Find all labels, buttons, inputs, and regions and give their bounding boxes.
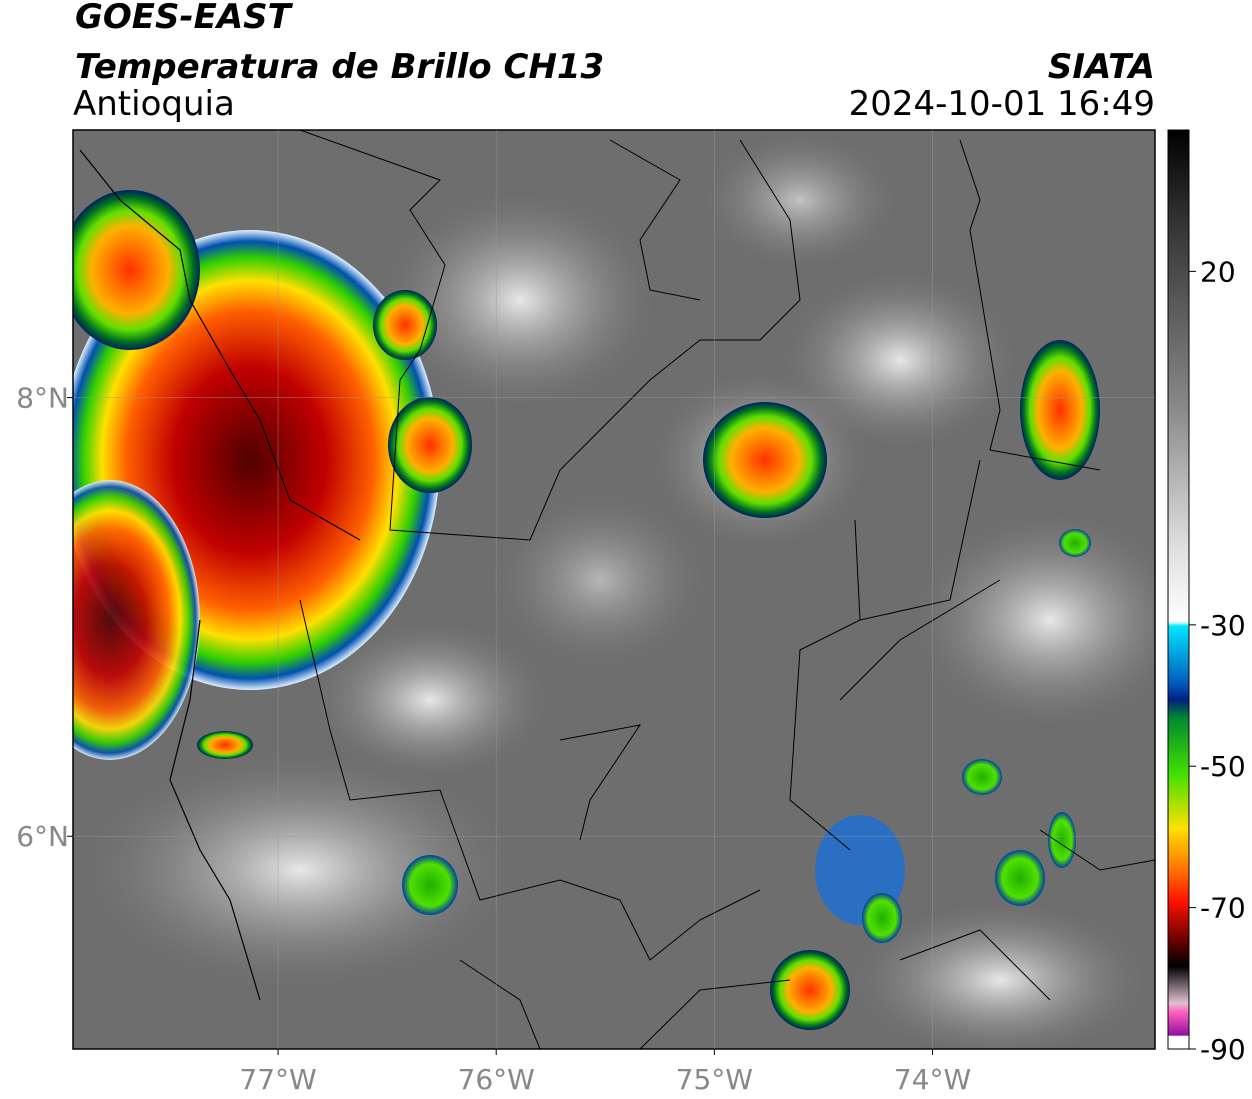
colorbar-tick-label: -50 [1200,750,1246,783]
x-tick-label: 75°W [676,1063,753,1096]
colorbar-tick-label: -90 [1200,1033,1246,1066]
agency: SIATA [1048,47,1155,87]
satellite-image [73,130,1155,1049]
subtitle: Temperatura de Brillo CH13 [75,47,604,87]
x-tick-label: 76°W [458,1063,535,1096]
y-tick-label: 8°N [16,382,69,415]
colorbar-tick-label: -70 [1200,892,1246,925]
datetime: 2024-10-01 16:49 [849,84,1155,124]
region: Antioquia [73,84,235,124]
x-tick-label: 77°W [239,1063,316,1096]
map-frame [72,129,1156,1050]
colorbar-tick-label: 20 [1200,255,1236,288]
y-tick-label: 6°N [16,820,69,853]
colorbar [1167,129,1190,1050]
colorbar-tick-label: -30 [1200,609,1246,642]
title: GOES-EAST [75,0,294,37]
x-tick-label: 74°W [894,1063,971,1096]
